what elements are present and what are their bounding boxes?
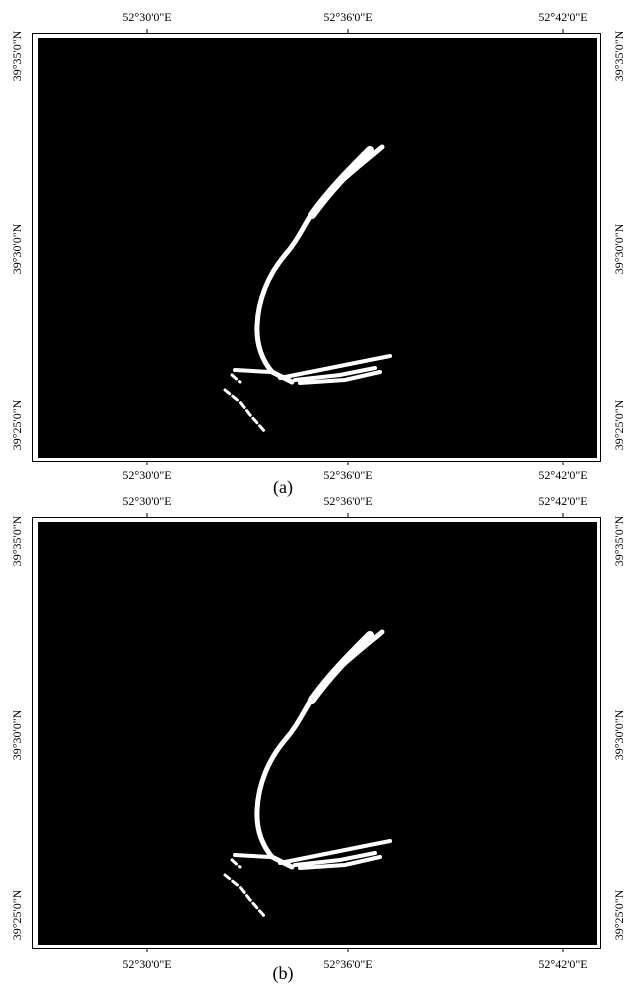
- x-label: 52°42'0"E: [538, 494, 587, 508]
- x-label: 52°30'0"E: [122, 494, 171, 508]
- caption: (b): [273, 963, 294, 983]
- y-label: 39°30'0"N: [10, 709, 24, 760]
- x-label: 52°36'0"E: [323, 957, 372, 971]
- x-label: 52°36'0"E: [323, 494, 372, 508]
- y-label: 39°30'0"N: [612, 709, 626, 760]
- x-label: 52°42'0"E: [538, 10, 587, 24]
- x-label: 52°30'0"E: [122, 468, 171, 482]
- y-label: 39°30'0"N: [10, 223, 24, 274]
- y-label: 39°25'0"N: [10, 889, 24, 940]
- x-label: 52°30'0"E: [122, 957, 171, 971]
- x-label: 52°36'0"E: [323, 468, 372, 482]
- figure: 52°30'0"E 52°30'0"E 52°36'0"E 52°36'0"E 52°4…: [0, 0, 632, 983]
- caption: (a): [273, 477, 293, 498]
- y-label: 39°35'0"N: [10, 30, 24, 81]
- y-label: 39°25'0"N: [10, 399, 24, 450]
- y-label: 39°35'0"N: [612, 515, 626, 566]
- x-label: 52°42'0"E: [538, 468, 587, 482]
- y-label: 39°35'0"N: [612, 30, 626, 81]
- y-label: 39°25'0"N: [612, 889, 626, 940]
- x-label: 52°36'0"E: [323, 10, 372, 24]
- x-label: 52°30'0"E: [122, 10, 171, 24]
- y-label: 39°30'0"N: [612, 223, 626, 274]
- y-label: 39°35'0"N: [10, 515, 24, 566]
- y-label: 39°25'0"N: [612, 399, 626, 450]
- map-frames: [33, 34, 601, 949]
- x-label: 52°42'0"E: [538, 957, 587, 971]
- map-image: [38, 38, 597, 458]
- map-image: [38, 522, 597, 945]
